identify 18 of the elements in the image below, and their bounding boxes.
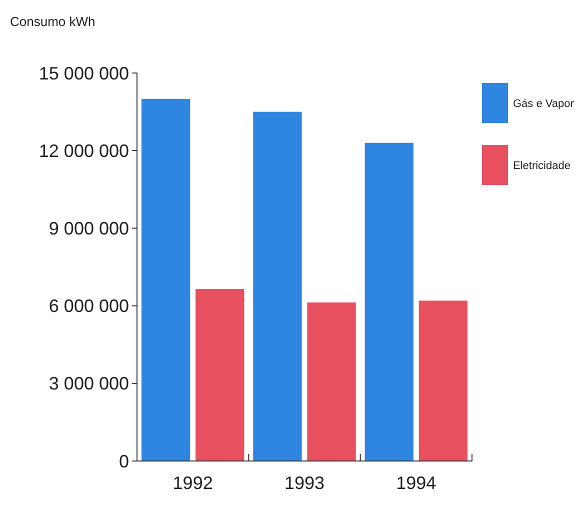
bar: [196, 288, 244, 461]
bar: [307, 302, 356, 461]
text: Gás e Vapor: [513, 98, 574, 110]
x-tick-label: 1993: [284, 473, 325, 493]
text: Eletricidade: [513, 160, 570, 172]
y-tick-label: 6 000 000: [48, 296, 129, 316]
x-tick-label: 1994: [396, 473, 436, 493]
bar: [141, 98, 190, 461]
x-tick-label: 1992: [172, 473, 213, 493]
y-tick-label: 12 000 000: [38, 140, 129, 161]
y-tick-label: 0: [118, 451, 129, 472]
bar: [364, 142, 414, 461]
y-axis-title: Consumo kWh: [10, 14, 96, 29]
y-tick-label: 3 000 000: [48, 374, 129, 394]
y-tick-label: 9 000 000: [48, 218, 129, 238]
bar: [253, 112, 302, 461]
bar: [418, 300, 468, 461]
y-tick-label: 15 000 000: [38, 63, 129, 84]
